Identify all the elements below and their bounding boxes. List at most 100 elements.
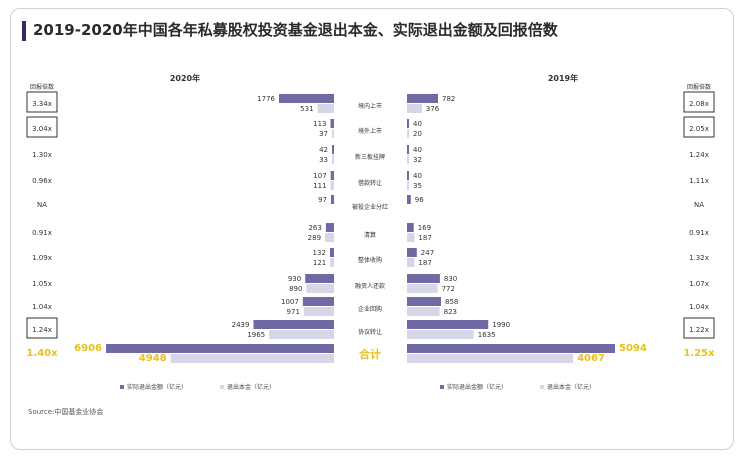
value-2019-principal: 187 <box>418 259 431 267</box>
multiple-2019: 1.07x <box>689 280 709 288</box>
bar-2019-actual <box>407 274 440 283</box>
value-2020-principal: 4948 <box>139 353 167 364</box>
legend-2020-principal-swatch <box>220 385 224 389</box>
bar-2019-principal <box>407 104 422 113</box>
legend-2019-actual-swatch <box>440 385 444 389</box>
chart-frame <box>10 8 734 450</box>
category-label: 融资人还款 <box>355 282 385 290</box>
value-2020-actual: 97 <box>318 196 327 204</box>
title-accent-bar <box>22 21 26 41</box>
bar-2020-actual <box>330 195 334 204</box>
value-2020-actual: 132 <box>313 249 326 257</box>
bar-2020-principal <box>332 155 334 164</box>
value-2019-actual: 96 <box>415 196 424 204</box>
bar-2020-actual <box>330 171 334 180</box>
multiple-header-right: 回报倍数 <box>687 83 711 91</box>
year-2020-label: 2020年 <box>170 73 200 83</box>
category-label: 合计 <box>359 347 381 361</box>
multiple-2020: 1.09x <box>32 254 52 262</box>
multiple-2020: 1.24x <box>32 326 52 334</box>
multiple-2019: 2.08x <box>689 100 709 108</box>
value-2019-principal: 823 <box>444 308 457 316</box>
bar-2020-principal <box>317 104 334 113</box>
multiple-2019: 1.24x <box>689 151 709 159</box>
bar-2019-actual <box>407 94 438 103</box>
multiple-box-2020 <box>26 91 58 113</box>
value-2019-actual: 40 <box>413 146 422 154</box>
bar-2019-principal <box>407 181 409 190</box>
value-2019-actual: 169 <box>418 224 431 232</box>
multiple-2020: 3.34x <box>32 100 52 108</box>
value-2019-principal: 20 <box>413 130 422 138</box>
category-label: 被投企业分红 <box>352 203 388 211</box>
category-label: 借款转让 <box>358 179 382 187</box>
bar-2019-principal <box>407 284 438 293</box>
legend-2020-actual-swatch <box>120 385 124 389</box>
value-2019-principal: 187 <box>418 234 431 242</box>
multiple-2020: 0.91x <box>32 229 52 237</box>
multiple-2020: NA <box>37 201 47 209</box>
bar-2019-principal <box>407 155 409 164</box>
bar-2019-actual <box>407 145 409 154</box>
multiple-2019: 0.91x <box>689 229 709 237</box>
value-2020-actual: 113 <box>313 120 326 128</box>
value-2020-principal: 111 <box>313 182 326 190</box>
bar-2019-principal <box>407 258 415 267</box>
bar-2020-principal <box>303 307 334 316</box>
value-2020-principal: 890 <box>289 285 302 293</box>
multiple-box-2020 <box>26 116 58 138</box>
category-label: 境外上市 <box>358 127 382 135</box>
category-label: 清算 <box>364 231 376 239</box>
bar-2020-principal <box>170 354 334 363</box>
value-2019-actual: 247 <box>421 249 434 257</box>
value-2019-principal: 4067 <box>577 353 605 364</box>
value-2020-actual: 1776 <box>257 95 275 103</box>
bar-2020-actual <box>305 274 334 283</box>
value-2020-actual: 2439 <box>232 321 250 329</box>
bar-2020-actual <box>325 223 334 232</box>
bar-2019-actual <box>407 119 409 128</box>
multiple-box-2019 <box>683 91 715 113</box>
legend-2020-actual-label: 实际退出金额（亿元） <box>127 383 187 391</box>
bar-2020-actual <box>329 248 334 257</box>
value-2019-principal: 35 <box>413 182 422 190</box>
bar-2020-actual <box>330 119 334 128</box>
legend-2019-principal-swatch <box>540 385 544 389</box>
bar-2019-principal <box>407 307 440 316</box>
value-2019-principal: 32 <box>413 156 422 164</box>
value-2020-principal: 121 <box>313 259 326 267</box>
bar-2020-principal <box>269 330 334 339</box>
bar-2020-actual <box>106 344 334 353</box>
multiple-2020: 1.05x <box>32 280 52 288</box>
category-label: 整体收购 <box>358 256 382 264</box>
year-2019-label: 2019年 <box>548 73 578 83</box>
value-2020-principal: 1965 <box>247 331 265 339</box>
bar-2020-principal <box>332 129 334 138</box>
bar-2020-principal <box>330 181 334 190</box>
multiple-2019: 1.04x <box>689 303 709 311</box>
value-2019-actual: 40 <box>413 120 422 128</box>
value-2020-actual: 107 <box>313 172 326 180</box>
value-2020-principal: 289 <box>308 234 321 242</box>
bar-2019-principal <box>407 354 574 363</box>
multiple-2019: 1.32x <box>689 254 709 262</box>
value-2020-principal: 33 <box>319 156 328 164</box>
multiple-box-2019 <box>683 116 715 138</box>
multiple-box-2019 <box>683 317 715 339</box>
value-2019-actual: 782 <box>442 95 455 103</box>
bar-2019-actual <box>407 320 489 329</box>
value-2019-principal: 772 <box>442 285 455 293</box>
value-2020-actual: 6906 <box>74 343 102 354</box>
bar-2019-actual <box>407 195 411 204</box>
multiple-2020: 0.96x <box>32 177 52 185</box>
bar-2019-principal <box>407 233 415 242</box>
chart-title: 2019-2020年中国各年私募股权投资基金退出本金、实际退出金额及回报倍数 <box>33 21 558 39</box>
bar-2019-actual <box>407 171 409 180</box>
value-2019-actual: 5094 <box>619 343 647 354</box>
value-2020-principal: 531 <box>300 105 313 113</box>
bar-2019-actual <box>407 297 442 306</box>
value-2019-principal: 376 <box>426 105 440 113</box>
value-2020-actual: 1007 <box>281 298 299 306</box>
category-label: 企业回购 <box>358 305 382 313</box>
